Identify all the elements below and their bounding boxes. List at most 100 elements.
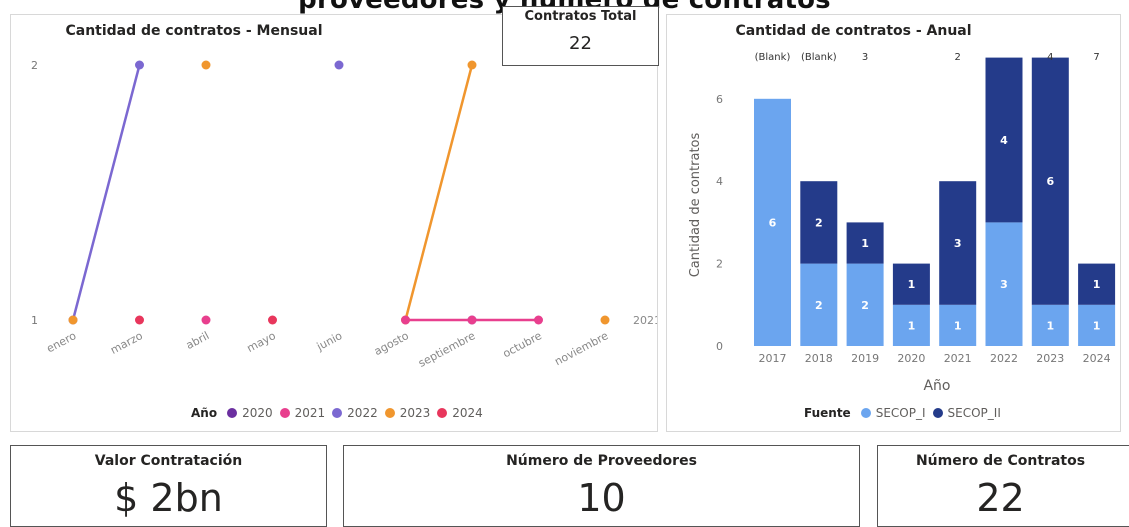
annual-top-label: (Blank) [801, 52, 837, 63]
legend-label-2022: 2022 [347, 406, 378, 420]
contratos-total-label: Contratos Total [524, 9, 637, 24]
valor-contratacion-value: $ 2bn [114, 476, 223, 520]
annual-bar-secop-i [800, 263, 838, 346]
annual-bar-label-secop-i: 6 [769, 216, 777, 229]
annual-x-tick-label: 2023 [1036, 352, 1064, 365]
monthly-end-label: 2021 [633, 314, 657, 327]
monthly-series-line-2022 [71, 64, 141, 321]
legend-label-2021: 2021 [294, 406, 326, 420]
annual-x-tick-label: 2021 [944, 352, 972, 365]
legend-dot-2024 [437, 408, 448, 418]
monthly-point-2023 [201, 60, 211, 70]
annual-x-axis-title: Año [923, 378, 950, 394]
annual-legend: Fuente SECOP_I SECOP_II [804, 406, 1001, 420]
annual-bar-label-secop-i: 2 [815, 299, 823, 312]
monthly-series-segment-2023 [404, 64, 474, 321]
monthly-point-2021 [401, 315, 410, 325]
annual-bar-label-secop-ii: 6 [1046, 175, 1054, 188]
monthly-x-tick-label: septiembre [416, 329, 477, 370]
annual-bar-secop-i [1031, 304, 1069, 346]
annual-y-tick-label: 4 [716, 175, 723, 188]
annual-top-label: 4 [1047, 52, 1053, 63]
monthly-point-2023 [467, 60, 477, 70]
annual-top-label: (Blank) [755, 52, 791, 63]
annual-bar-secop-ii [800, 181, 838, 264]
annual-x-tick-label: 2018 [805, 352, 833, 365]
annual-x-tick-label: 2022 [990, 352, 1018, 365]
numero-contratos-card: Número de Contratos 22 [877, 445, 1129, 527]
monthly-x-tick-label: octubre [501, 329, 544, 360]
legend-label-secop-i: SECOP_I [875, 406, 926, 420]
monthly-point-2021 [534, 315, 543, 325]
annual-bar-secop-i [939, 304, 977, 346]
annual-y-axis-title: Cantidad de contratos [688, 133, 703, 278]
legend-dot-2023 [384, 408, 395, 418]
annual-bar-secop-ii [892, 263, 930, 305]
numero-contratos-label: Número de Contratos [915, 453, 1086, 469]
annual-bar-label-secop-ii: 1 [908, 278, 916, 291]
annual-bar-secop-i [754, 98, 791, 346]
contratos-total-card: Contratos Total 22 [502, 6, 659, 66]
annual-bar-label-secop-ii: 3 [954, 237, 962, 250]
annual-bar-secop-ii [1031, 57, 1069, 305]
annual-bar-label-secop-i: 1 [908, 319, 916, 332]
monthly-point-2023 [68, 315, 78, 325]
legend-dot-secop-ii [932, 408, 943, 418]
monthly-x-tick-label: junio [314, 329, 345, 354]
contratos-total-value: 22 [569, 33, 592, 54]
numero-proveedores-value: 10 [577, 476, 626, 520]
monthly-x-tick-label: agosto [372, 329, 411, 358]
legend-dot-2021 [279, 408, 290, 418]
annual-bar-secop-ii [1078, 263, 1116, 305]
monthly-point-2021 [201, 315, 211, 325]
monthly-point-2024 [135, 315, 144, 325]
annual-bar-label-secop-ii: 1 [861, 237, 869, 250]
monthly-point-2022 [135, 60, 144, 70]
legend-dot-2022 [332, 408, 343, 418]
legend-label-secop-ii: SECOP_II [947, 406, 1001, 420]
legend-label-2024: 2024 [452, 406, 483, 420]
annual-bar-secop-i [985, 222, 1023, 346]
annual-bar-label-secop-i: 1 [1046, 319, 1054, 332]
monthly-y-tick-label: 2 [31, 59, 38, 72]
monthly-x-tick-label: noviembre [552, 329, 610, 368]
numero-contratos-value: 22 [976, 476, 1025, 520]
annual-top-label: 3 [862, 52, 868, 63]
annual-chart-title: Cantidad de contratos - Anual [735, 23, 972, 39]
annual-legend-title: Fuente [804, 406, 851, 420]
legend-label-2020: 2020 [242, 406, 273, 420]
monthly-x-tick-label: mayo [245, 329, 278, 355]
monthly-line-chart: 1 2 enero marzo abril mayo junio agosto septiemb… [31, 59, 657, 370]
monthly-point-2023 [600, 315, 610, 325]
numero-proveedores-card: Número de Proveedores 10 [343, 445, 860, 527]
annual-y-tick-label: 0 [716, 340, 723, 353]
annual-chart-panel: Cantidad de contratos - Anual 0 2 4 6 Cantid… [666, 14, 1121, 432]
monthly-point-2021 [467, 315, 477, 325]
annual-bar-chart: 0 2 4 6 Cantidad de contratos 6 2017 (Blank) 2 2 2… [688, 52, 1116, 394]
numero-proveedores-label: Número de Proveedores [506, 453, 697, 469]
monthly-legend-title: Año [191, 406, 218, 420]
annual-bar-label-secop-i: 2 [861, 299, 869, 312]
monthly-point-2022 [334, 60, 344, 70]
annual-bar-secop-ii [939, 181, 977, 305]
annual-bar-label-secop-ii: 4 [1000, 134, 1008, 147]
monthly-chart-title: Cantidad de contratos - Mensual [65, 23, 323, 39]
monthly-y-tick-label: 1 [31, 314, 38, 327]
annual-bar-secop-ii [985, 57, 1023, 223]
legend-dot-secop-i [860, 408, 871, 418]
annual-top-label: 2 [955, 52, 961, 63]
legend-label-2023: 2023 [399, 406, 431, 420]
annual-bar-secop-i [1078, 304, 1116, 346]
monthly-legend: Año 2020 2021 2022 2023 2024 [191, 406, 483, 420]
annual-bar-label-secop-i: 3 [1000, 278, 1008, 291]
monthly-x-tick-label: enero [44, 329, 78, 355]
monthly-chart-panel: Cantidad de contratos - Mensual 1 2 enero m… [10, 14, 658, 432]
monthly-x-tick-label: abril [184, 329, 212, 352]
annual-top-label: 7 [1093, 52, 1099, 63]
annual-y-tick-label: 6 [716, 93, 723, 106]
annual-bar-label-secop-ii: 1 [1093, 278, 1101, 291]
valor-contratacion-label: Valor Contratación [94, 453, 243, 469]
annual-bar-secop-i [846, 263, 884, 346]
monthly-x-tick-label: marzo [108, 329, 145, 357]
legend-dot-2020 [227, 408, 238, 418]
